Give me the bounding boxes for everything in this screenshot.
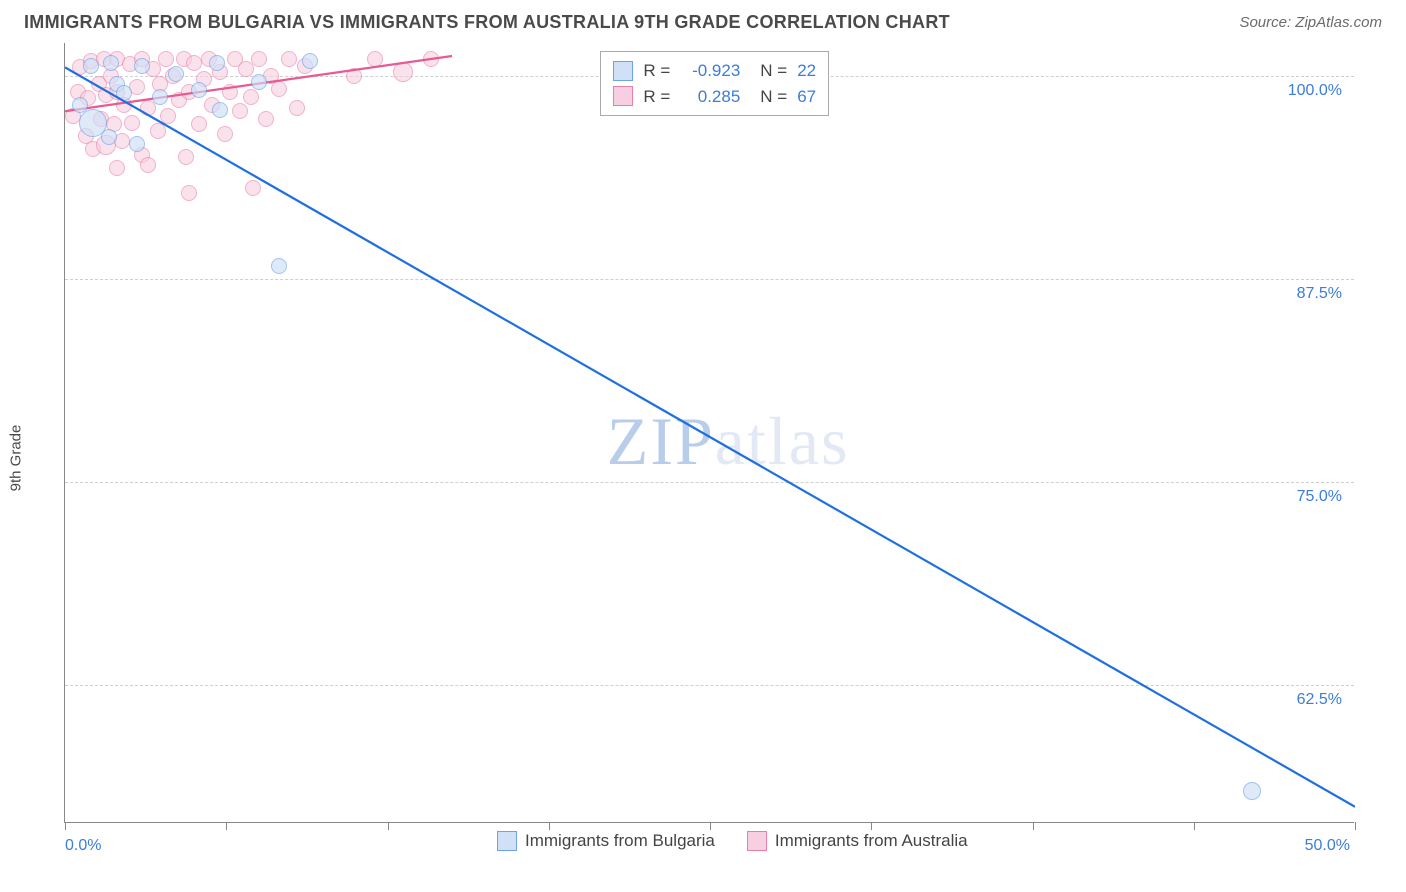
bulgaria-point (103, 55, 119, 71)
y-tick-label: 87.5% (1297, 285, 1342, 303)
bulgaria-point (191, 82, 207, 98)
y-tick-label: 100.0% (1288, 82, 1342, 100)
bulgaria-point (209, 55, 225, 71)
bulgaria-point (83, 58, 99, 74)
bulgaria-point (251, 74, 267, 90)
bulgaria-point (129, 136, 145, 152)
x-tick-label: 0.0% (65, 837, 101, 855)
y-axis-label: 9th Grade (8, 425, 25, 492)
australia-point (271, 81, 287, 97)
x-tick (871, 822, 872, 830)
x-tick (226, 822, 227, 830)
gridline (65, 482, 1354, 483)
bulgaria-point (168, 66, 184, 82)
stats-legend-row-bulgaria: R = -0.923 N = 22 (613, 58, 816, 84)
legend-N-label: N = (760, 84, 787, 110)
australia-point (124, 115, 140, 131)
legend-series-label: Immigrants from Australia (775, 831, 968, 851)
australia-point (243, 89, 259, 105)
legend-R-value: 0.285 (680, 84, 740, 110)
australia-point (281, 51, 297, 67)
legend-R-value: -0.923 (680, 58, 740, 84)
x-tick-label: 50.0% (1305, 837, 1350, 855)
bulgaria-point (1243, 782, 1261, 800)
bulgaria-point (116, 85, 132, 101)
australia-point (251, 51, 267, 67)
y-tick-label: 62.5% (1297, 691, 1342, 709)
legend-N-label: N = (760, 58, 787, 84)
series-legend-item-australia: Immigrants from Australia (747, 831, 968, 851)
australia-point (258, 111, 274, 127)
legend-N-value: 22 (797, 58, 816, 84)
australia-point (140, 157, 156, 173)
plot-region: 62.5%75.0%87.5%100.0%0.0%50.0%ZIPatlasR … (64, 43, 1354, 823)
australia-point (393, 62, 413, 82)
x-tick (1355, 822, 1356, 830)
watermark: ZIPatlas (607, 402, 850, 481)
legend-R-label: R = (643, 58, 670, 84)
bulgaria-point (271, 258, 287, 274)
legend-swatch (497, 831, 517, 851)
legend-series-label: Immigrants from Bulgaria (525, 831, 715, 851)
australia-point (232, 103, 248, 119)
bulgaria-trendline (65, 43, 1355, 823)
chart-area: 9th Grade 62.5%75.0%87.5%100.0%0.0%50.0%… (24, 43, 1382, 873)
x-tick (710, 822, 711, 830)
australia-point (178, 149, 194, 165)
australia-point (367, 51, 383, 67)
chart-title: IMMIGRANTS FROM BULGARIA VS IMMIGRANTS F… (24, 12, 950, 33)
bulgaria-point (134, 58, 150, 74)
australia-point (109, 160, 125, 176)
gridline (65, 279, 1354, 280)
x-tick (549, 822, 550, 830)
bulgaria-point (101, 129, 117, 145)
bulgaria-point (302, 53, 318, 69)
australia-point (186, 55, 202, 71)
legend-N-value: 67 (797, 84, 816, 110)
australia-point (423, 51, 439, 67)
y-tick-label: 75.0% (1297, 488, 1342, 506)
australia-point (150, 123, 166, 139)
source-label: Source: ZipAtlas.com (1239, 14, 1382, 31)
legend-R-label: R = (643, 84, 670, 110)
australia-point (160, 108, 176, 124)
australia-point (158, 51, 174, 67)
x-tick (65, 822, 66, 830)
australia-point (181, 185, 197, 201)
stats-legend-row-australia: R = 0.285 N = 67 (613, 84, 816, 110)
gridline (65, 685, 1354, 686)
x-tick (1033, 822, 1034, 830)
australia-point (217, 126, 233, 142)
series-legend-item-bulgaria: Immigrants from Bulgaria (497, 831, 715, 851)
legend-swatch (613, 61, 633, 81)
australia-point (289, 100, 305, 116)
stats-legend: R = -0.923 N = 22 R = 0.285 N = 67 (600, 51, 829, 116)
australia-point (191, 116, 207, 132)
australia-point (222, 84, 238, 100)
australia-trendline (65, 43, 1355, 823)
series-legend: Immigrants from Bulgaria Immigrants from … (497, 831, 968, 851)
bulgaria-point (212, 102, 228, 118)
legend-swatch (613, 86, 633, 106)
x-tick (1194, 822, 1195, 830)
australia-point (245, 180, 261, 196)
x-tick (388, 822, 389, 830)
australia-point (140, 100, 156, 116)
legend-swatch (747, 831, 767, 851)
australia-point (346, 68, 362, 84)
bulgaria-point (152, 89, 168, 105)
